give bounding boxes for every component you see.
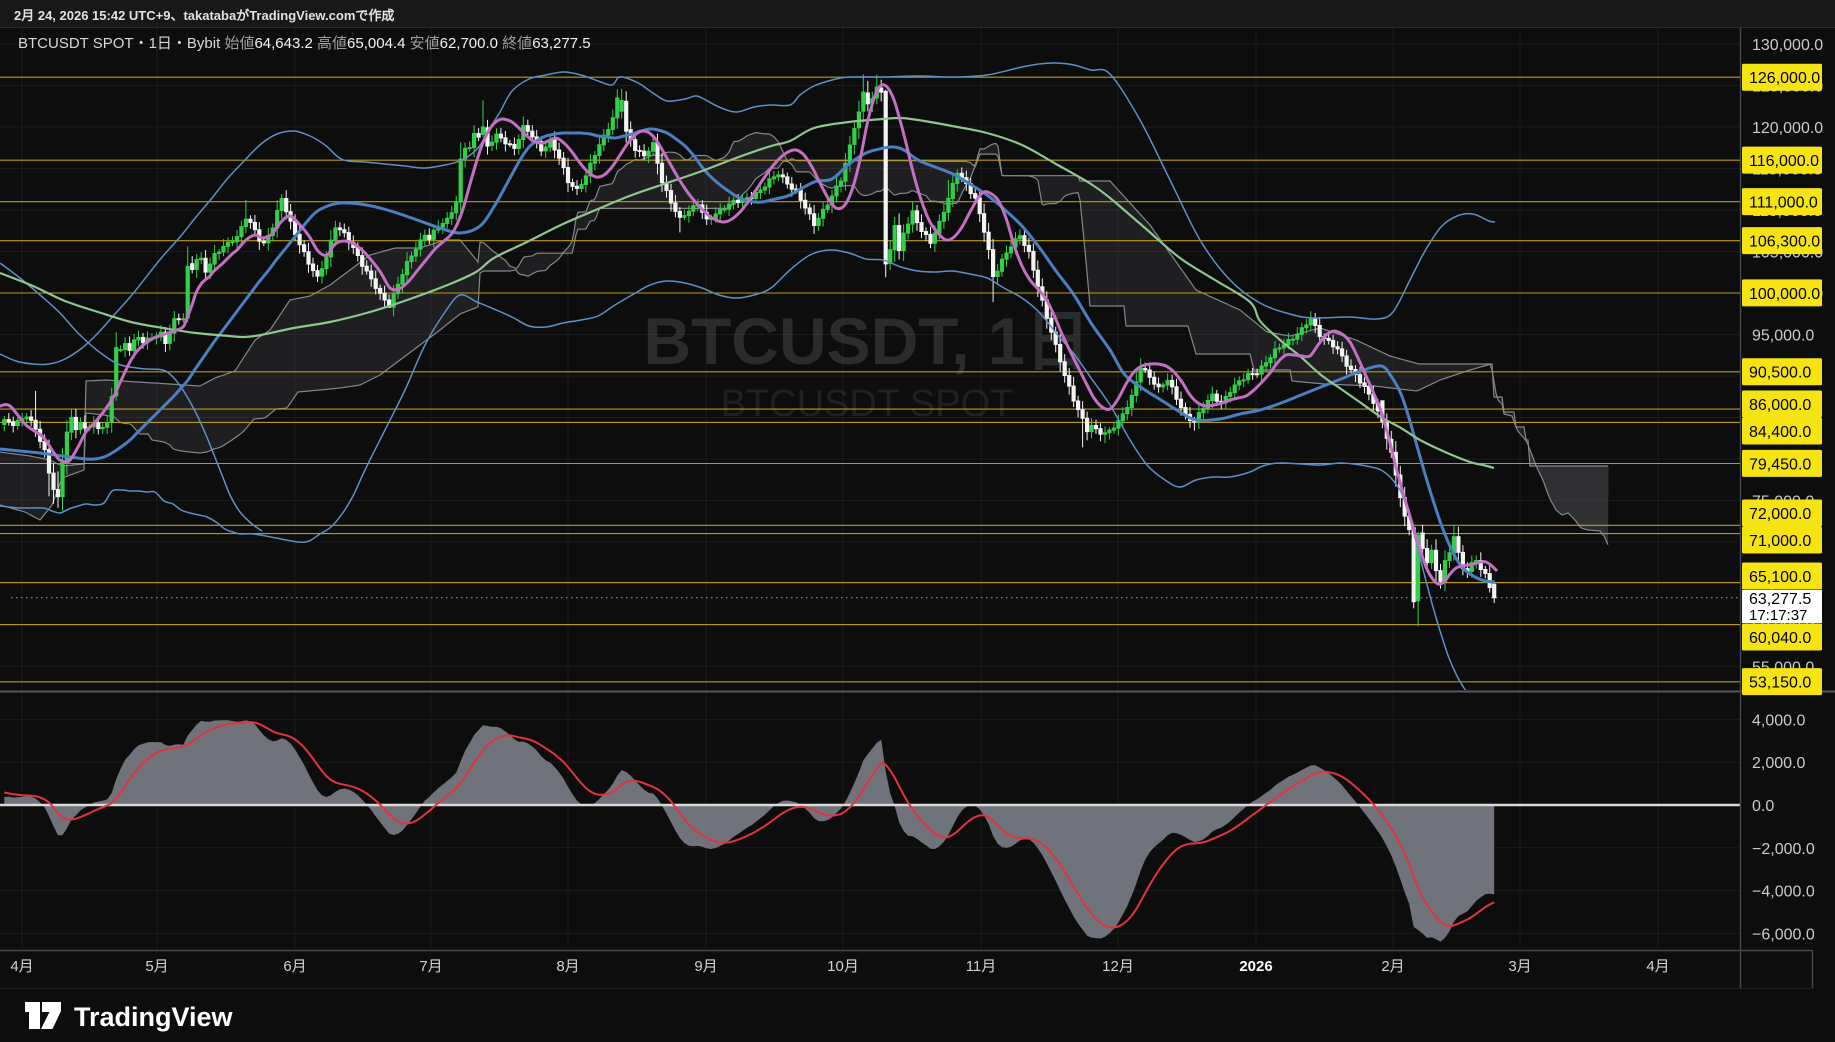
svg-text:BTCUSDT SPOT: BTCUSDT SPOT [721, 383, 1014, 425]
svg-text:3月: 3月 [1508, 958, 1531, 975]
svg-text:60,040.0: 60,040.0 [1749, 630, 1811, 647]
svg-text:2月: 2月 [1381, 958, 1404, 975]
svg-text:TradingView: TradingView [74, 1002, 234, 1032]
svg-text:120,000.0: 120,000.0 [1752, 120, 1823, 137]
svg-text:84,400.0: 84,400.0 [1749, 424, 1811, 441]
svg-text:63,277.5: 63,277.5 [1749, 591, 1811, 608]
svg-text:106,300.0: 106,300.0 [1749, 234, 1820, 251]
svg-text:130,000.0: 130,000.0 [1752, 37, 1823, 54]
svg-text:11月: 11月 [966, 958, 997, 975]
svg-text:17:17:37: 17:17:37 [1749, 607, 1807, 624]
svg-text:2月 24, 2026 15:42 UTC+9、takata: 2月 24, 2026 15:42 UTC+9、takatabaがTrading… [14, 8, 394, 23]
svg-text:90,500.0: 90,500.0 [1749, 365, 1811, 382]
svg-text:126,000.0: 126,000.0 [1749, 70, 1820, 87]
svg-text:4月: 4月 [10, 958, 33, 975]
svg-text:111,000.0: 111,000.0 [1749, 195, 1818, 212]
svg-text:53,150.0: 53,150.0 [1749, 675, 1811, 692]
svg-text:86,000.0: 86,000.0 [1749, 397, 1811, 414]
svg-text:116,000.0: 116,000.0 [1749, 153, 1819, 170]
svg-text:8月: 8月 [556, 958, 579, 975]
svg-text:10月: 10月 [827, 958, 859, 975]
svg-text:72,000.0: 72,000.0 [1749, 506, 1811, 523]
svg-text:0.0: 0.0 [1752, 798, 1774, 815]
svg-text:4,000.0: 4,000.0 [1752, 712, 1805, 729]
svg-text:79,450.0: 79,450.0 [1749, 456, 1811, 473]
svg-text:65,100.0: 65,100.0 [1749, 569, 1811, 586]
svg-text:4月: 4月 [1646, 958, 1669, 975]
svg-text:71,000.0: 71,000.0 [1749, 533, 1811, 550]
svg-text:BTCUSDT SPOT・1日・Bybit 始値64,64: BTCUSDT SPOT・1日・Bybit 始値64,643.2 高値65,00… [18, 35, 591, 52]
svg-text:BTCUSDT, 1日: BTCUSDT, 1日 [643, 304, 1090, 378]
svg-text:7月: 7月 [419, 958, 442, 975]
svg-text:2026: 2026 [1239, 958, 1272, 975]
svg-text:−2,000.0: −2,000.0 [1752, 841, 1815, 858]
svg-text:6月: 6月 [283, 958, 306, 975]
svg-text:12月: 12月 [1102, 958, 1134, 975]
svg-text:9月: 9月 [694, 958, 717, 975]
svg-text:95,000.0: 95,000.0 [1752, 328, 1814, 345]
svg-text:100,000.0: 100,000.0 [1749, 286, 1820, 303]
svg-text:5月: 5月 [145, 958, 168, 975]
svg-text:2,000.0: 2,000.0 [1752, 755, 1805, 772]
svg-text:−6,000.0: −6,000.0 [1752, 926, 1815, 943]
svg-text:−4,000.0: −4,000.0 [1752, 884, 1815, 901]
